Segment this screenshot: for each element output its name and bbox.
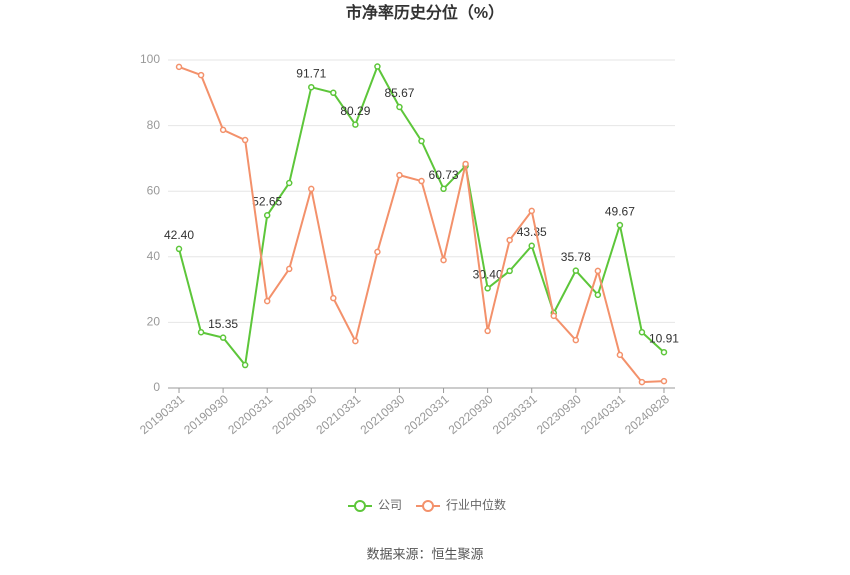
data-point <box>418 177 425 185</box>
data-label: 30.40 <box>473 267 503 281</box>
data-point <box>616 221 624 229</box>
y-tick-label: 0 <box>153 380 160 394</box>
legend-item[interactable]: 公司 <box>348 498 402 512</box>
data-point <box>219 126 227 134</box>
data-point <box>594 291 602 299</box>
data-point <box>528 242 535 250</box>
series-line <box>178 65 665 384</box>
x-tick-label: 20220331 <box>402 392 452 437</box>
data-label: 91.71 <box>296 66 326 80</box>
data-point <box>440 256 447 264</box>
source-note: 数据来源：恒生聚源 <box>366 546 483 561</box>
data-point <box>440 185 447 193</box>
data-point <box>638 328 646 336</box>
data-point <box>241 136 249 144</box>
data-point <box>506 267 513 275</box>
x-tick-label: 20210930 <box>358 392 408 437</box>
x-tick-label: 20200331 <box>225 392 275 437</box>
data-point <box>484 285 491 292</box>
data-point <box>660 348 668 356</box>
data-label: 85.67 <box>384 86 414 100</box>
data-point <box>462 160 469 168</box>
data-point <box>528 207 535 215</box>
data-point <box>330 89 337 97</box>
x-tick-label: 20230930 <box>534 392 584 437</box>
chart-title: 市净率历史分位（%） <box>346 3 504 22</box>
data-point <box>330 294 337 302</box>
data-point <box>175 63 183 71</box>
data-point <box>374 248 381 256</box>
data-point <box>197 71 205 79</box>
data-label: 15.35 <box>208 317 238 331</box>
data-label: 35.78 <box>561 250 591 264</box>
data-point <box>572 336 580 344</box>
data-label: 42.40 <box>164 228 194 242</box>
data-point <box>484 327 491 335</box>
y-tick-label: 80 <box>147 118 161 132</box>
data-point <box>197 328 205 336</box>
data-label: 49.67 <box>605 204 635 218</box>
series-line <box>178 64 665 368</box>
data-point <box>352 121 359 128</box>
legend-label: 行业中位数 <box>446 497 506 512</box>
data-point <box>352 337 359 345</box>
data-label: 10.91 <box>649 331 679 345</box>
data-point <box>550 312 558 320</box>
data-point <box>660 377 668 385</box>
x-tick-label: 20200930 <box>269 392 319 437</box>
data-point <box>594 267 602 275</box>
data-point <box>285 265 293 273</box>
x-tick-label: 20190930 <box>181 392 231 437</box>
data-label: 52.65 <box>252 194 282 208</box>
y-tick-label: 100 <box>140 52 160 66</box>
legend-marker <box>422 500 435 512</box>
data-point <box>175 245 183 253</box>
data-label: 43.35 <box>517 225 547 239</box>
data-point <box>616 351 624 359</box>
x-tick-label: 20240331 <box>578 392 628 437</box>
data-point <box>396 103 403 111</box>
data-label: 80.29 <box>340 104 370 118</box>
x-tick-label: 20210331 <box>313 392 363 437</box>
data-point <box>638 378 646 386</box>
x-tick-label: 20230331 <box>490 392 540 437</box>
data-point <box>396 171 403 179</box>
data-point <box>572 267 580 274</box>
data-point <box>263 212 271 219</box>
data-point <box>285 179 293 187</box>
y-tick-label: 20 <box>147 315 161 329</box>
data-point <box>506 236 513 244</box>
data-point <box>308 185 315 193</box>
legend-label: 公司 <box>378 498 402 512</box>
data-point <box>374 63 381 70</box>
legend-item[interactable]: 行业中位数 <box>416 497 506 512</box>
data-label: 60.73 <box>429 168 459 182</box>
legend-marker <box>354 500 366 512</box>
y-tick-label: 60 <box>147 183 161 197</box>
x-tick-label: 20220930 <box>446 392 496 437</box>
data-point <box>263 297 271 305</box>
data-point <box>241 361 249 369</box>
x-tick-label: 20190331 <box>137 392 187 437</box>
data-point <box>418 137 425 145</box>
x-tick-label: 20240828 <box>622 392 672 437</box>
data-point <box>308 83 315 91</box>
data-point <box>219 334 227 341</box>
y-tick-label: 40 <box>147 249 161 263</box>
